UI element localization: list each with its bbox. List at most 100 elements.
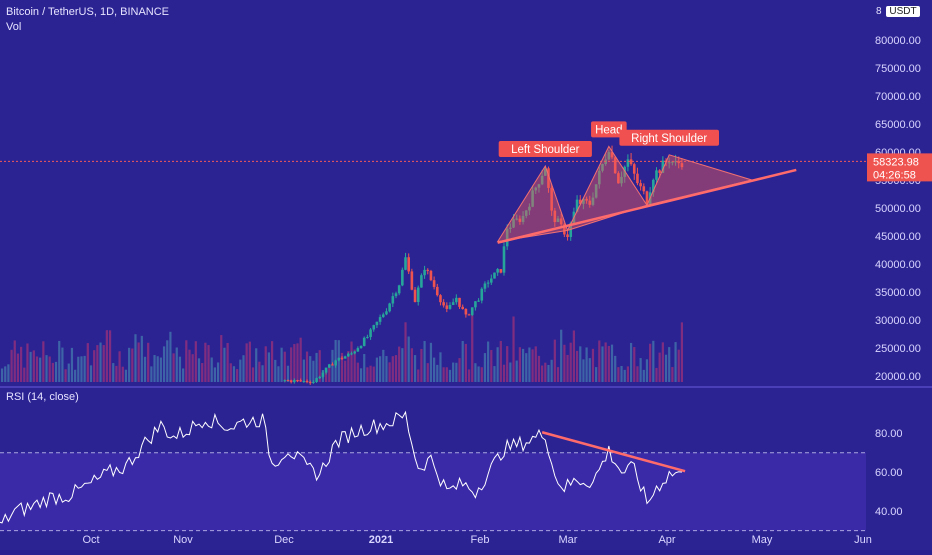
candle-body: [537, 184, 541, 188]
volume-bar: [121, 366, 124, 382]
volume-bar: [131, 348, 134, 382]
candle-body: [661, 160, 665, 173]
volume-bar: [274, 359, 277, 382]
volume-bar: [413, 355, 417, 382]
candle-body: [502, 246, 506, 273]
candle-body: [296, 380, 299, 382]
candle-body: [388, 303, 391, 312]
volume-bar: [239, 359, 242, 382]
volume-bar: [261, 365, 264, 382]
price-badge-value: 58323.98: [873, 156, 919, 168]
candle-body: [404, 257, 407, 270]
volume-bar: [668, 347, 671, 382]
candle-body: [407, 257, 410, 272]
time-tick-label: Jun: [854, 534, 872, 546]
volume-bar: [645, 359, 649, 382]
price-tick-label: 25000.00: [875, 343, 921, 355]
rsi-label: RSI (14, close): [6, 391, 79, 403]
volume-bar: [194, 341, 197, 382]
volume-bar: [115, 365, 118, 382]
candle-body: [455, 297, 458, 303]
candle-body: [397, 285, 401, 294]
volume-bar: [528, 347, 531, 382]
volume-bar: [96, 345, 99, 382]
candle-body: [626, 159, 630, 167]
volume-bar: [359, 368, 363, 382]
volume-bar: [610, 344, 614, 382]
volume-bar: [309, 356, 312, 382]
candle-body: [563, 224, 566, 235]
candle-body: [378, 317, 382, 322]
candle-body: [534, 187, 538, 191]
volume-bar: [302, 359, 305, 382]
volume-bar: [445, 367, 448, 382]
candle-body: [305, 380, 309, 383]
volume-label: Vol: [6, 21, 22, 33]
volume-bar: [556, 367, 560, 382]
volume-bar: [102, 345, 105, 382]
volume-bar: [636, 366, 639, 382]
candle-body: [509, 227, 512, 229]
pattern-label-bg: [498, 141, 592, 157]
volume-bar: [439, 352, 442, 382]
candle-body: [410, 271, 414, 290]
volume-bar: [137, 342, 140, 382]
volume-bar: [248, 341, 251, 382]
volume-bar: [0, 368, 4, 382]
volume-bar: [566, 354, 569, 382]
candle-body: [334, 360, 337, 366]
symbol-title: Bitcoin / TetherUS, 1D, BINANCE: [6, 6, 170, 18]
volume-bar: [658, 352, 661, 382]
candle-body: [480, 288, 484, 301]
candle-body: [594, 184, 598, 198]
candle-body: [493, 272, 496, 279]
volume-bar: [80, 356, 83, 382]
candle-body: [598, 170, 601, 185]
volume-bar: [426, 363, 429, 382]
candle-body: [613, 157, 617, 174]
volume-bar: [340, 352, 344, 382]
candle-body: [451, 302, 455, 305]
candle-body: [496, 269, 499, 273]
volume-bar: [582, 359, 585, 382]
candle-body: [467, 314, 471, 316]
volume-bar: [242, 355, 245, 382]
volume-bar: [544, 362, 547, 382]
volume-bar: [353, 349, 356, 382]
currency-button[interactable]: USDT: [886, 6, 920, 17]
volume-bar: [398, 346, 401, 382]
volume-bar: [509, 362, 512, 382]
candle-body: [324, 367, 328, 373]
candle-body: [642, 186, 646, 192]
volume-bar: [223, 347, 226, 382]
volume-bar: [188, 349, 191, 382]
volume-bar: [344, 360, 347, 382]
volume-bar: [305, 351, 309, 382]
volume-bar: [442, 367, 445, 382]
time-tick-label: 2021: [369, 534, 393, 546]
volume-bar: [639, 358, 642, 382]
volume-bar: [382, 349, 385, 382]
volume-bar: [674, 342, 677, 382]
candle-body: [544, 168, 547, 176]
price-tick-label: 45000.00: [875, 231, 921, 243]
volume-bar: [464, 343, 467, 382]
volume-bar: [591, 348, 595, 382]
volume-bar: [404, 322, 407, 382]
candle-body: [655, 170, 658, 180]
volume-bar: [108, 330, 112, 382]
candle-body: [515, 218, 519, 220]
volume-bar: [245, 343, 248, 382]
pattern-label: Head: [591, 121, 627, 138]
price-tick-label: 80000.00: [875, 35, 921, 47]
candle-body: [486, 282, 490, 284]
volume-bar: [531, 349, 534, 382]
candle-body: [591, 197, 595, 205]
candle-body: [582, 198, 585, 204]
time-tick-label: Mar: [559, 534, 578, 546]
volume-bar: [296, 343, 299, 382]
candle-body: [512, 219, 515, 228]
candle-body: [483, 283, 487, 289]
volume-bar: [51, 362, 54, 382]
volume-bar: [232, 366, 236, 382]
